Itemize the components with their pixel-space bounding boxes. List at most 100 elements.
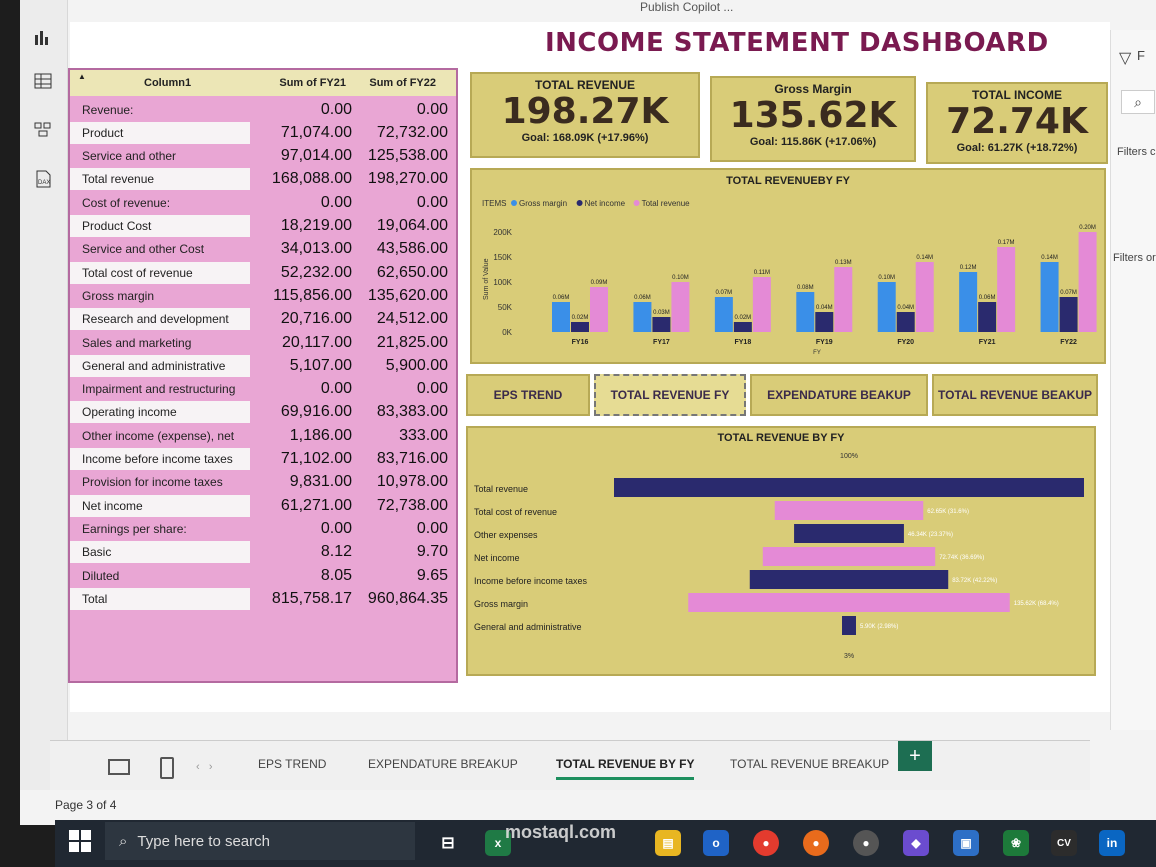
table-row[interactable]: Total 815,758.17 960,864.35 <box>70 587 456 610</box>
fy22-value: 83,383.00 <box>376 403 448 421</box>
table-row[interactable]: General and administrative 5,107.00 5,900.… <box>70 354 456 377</box>
filter-icon[interactable]: ▽ <box>1119 50 1132 67</box>
table-row[interactable]: Operating income 69,916.00 83,383.00 <box>70 401 456 424</box>
taskbar-search-box[interactable]: ⌕ Type here to search <box>105 822 415 860</box>
tab-total-revenue-by-fy[interactable]: TOTAL REVENUE BY FY <box>556 757 695 780</box>
table-row[interactable]: Provision for income taxes 9,831.00 10,978… <box>70 471 456 494</box>
search-icon[interactable]: ⌕ <box>1121 90 1155 114</box>
bar-total-revenue <box>834 267 853 332</box>
table-row[interactable]: Cost of revenue: 0.00 0.00 <box>70 191 456 214</box>
tab-eps-trend[interactable]: EPS TREND <box>258 757 327 771</box>
table-row[interactable]: Total cost of revenue 52,232.00 62,650.00 <box>70 261 456 284</box>
data-label: 0.02M <box>572 315 589 321</box>
data-label: 0.04M <box>816 305 833 311</box>
column1-header[interactable]: ▲ Column1 <box>70 70 250 96</box>
data-label: 0.14M <box>916 255 933 261</box>
dax-query-icon[interactable]: DAX <box>30 166 56 192</box>
copilot-icon[interactable]: ◆ <box>903 830 929 856</box>
row-label: Service and other <box>70 145 250 168</box>
kpi-gross-margin[interactable]: Gross Margin 135.62K Goal: 115.86K (+17.… <box>710 76 916 162</box>
funnel-value-label: 83.72K (42.22%) <box>952 578 997 584</box>
table-row[interactable]: Service and other Cost 34,013.00 43,586.00 <box>70 238 456 261</box>
total-revenue-breakup-button[interactable]: TOTAL REVENUE BEAKUP <box>932 374 1098 416</box>
outlook-icon[interactable]: o <box>703 830 729 856</box>
income-table[interactable]: ▲ Column1 Sum of FY21 Sum of FY22 Revenue… <box>68 68 458 683</box>
fy21-value: 168,088.00 <box>271 170 352 188</box>
funnel-bar <box>749 570 949 589</box>
excel-icon[interactable]: x <box>485 830 511 856</box>
add-page-button[interactable]: + <box>898 741 932 771</box>
total-revenue-fy-button[interactable]: TOTAL REVENUE FY <box>594 374 746 416</box>
fy22-header[interactable]: Sum of FY22 <box>369 77 436 89</box>
bar-total-revenue <box>671 282 690 332</box>
kpi-total-revenue[interactable]: TOTAL REVENUE 198.27K Goal: 168.09K (+17… <box>470 72 700 158</box>
tab-scroll-arrows-icon[interactable]: ‹ › <box>196 761 213 773</box>
funnel-value-label: 72.74K (36.69%) <box>939 555 984 561</box>
funnel-value-label: 46.34K (23.37%) <box>908 532 953 538</box>
table-row[interactable]: Total revenue 168,088.00 198,270.00 <box>70 168 456 191</box>
mobile-layout-icon[interactable] <box>160 757 174 779</box>
table-row[interactable]: Sales and marketing 20,117.00 21,825.00 <box>70 331 456 354</box>
app-icon[interactable]: ❀ <box>1003 830 1029 856</box>
bar-gross-margin <box>552 302 570 332</box>
table-row[interactable]: Service and other 97,014.00 125,538.00 <box>70 145 456 168</box>
chrome-icon[interactable]: ● <box>753 830 779 856</box>
table-row[interactable]: Net income 61,271.00 72,738.00 <box>70 494 456 517</box>
chrome-profile-icon[interactable]: ● <box>853 830 879 856</box>
category-label: Gross margin <box>474 599 528 609</box>
tab-expendature-breakup[interactable]: EXPENDATURE BREAKUP <box>368 757 518 771</box>
table-row[interactable]: Earnings per share: 0.00 0.00 <box>70 517 456 540</box>
table-header: ▲ Column1 Sum of FY21 Sum of FY22 <box>70 70 456 96</box>
teams-icon[interactable]: ▣ <box>953 830 979 856</box>
expendature-breakup-button[interactable]: EXPENDATURE BEAKUP <box>750 374 928 416</box>
table-row[interactable]: Product 71,074.00 72,732.00 <box>70 121 456 144</box>
table-row[interactable]: Basic 8.12 9.70 <box>70 541 456 564</box>
model-view-icon[interactable] <box>30 116 56 142</box>
kpi-total-income[interactable]: TOTAL INCOME 72.74K Goal: 61.27K (+18.72… <box>926 82 1108 164</box>
windows-start-icon[interactable] <box>69 830 91 852</box>
x-tick-label: FY16 <box>572 339 589 346</box>
report-view-icon[interactable] <box>30 24 56 50</box>
category-label: Other expenses <box>474 530 538 540</box>
kpi-value: 198.27K <box>501 91 669 132</box>
column-chart: ITEMS Gross margin Net income Total revenue… <box>482 199 1097 356</box>
table-view-icon[interactable] <box>30 68 56 94</box>
row-label: Diluted <box>70 564 250 587</box>
fy21-header[interactable]: Sum of FY21 <box>279 77 346 89</box>
file-explorer-icon[interactable]: ▤ <box>655 830 681 856</box>
row-label: Total cost of revenue <box>70 261 250 284</box>
firefox-icon[interactable]: ● <box>803 830 829 856</box>
page-tabs-bar: ‹ › EPS TREND EXPENDATURE BREAKUP TOTAL … <box>50 740 1090 790</box>
funnel-value-label: 62.65K (31.6%) <box>927 509 969 515</box>
tab-total-revenue-breakup[interactable]: TOTAL REVENUE BREAKUP <box>730 757 890 771</box>
table-row[interactable]: Income before income taxes 71,102.00 83,71… <box>70 448 456 471</box>
table-row[interactable]: Revenue: 0.00 0.00 <box>70 98 456 121</box>
fy22-value: 24,512.00 <box>376 310 448 328</box>
table-row[interactable]: Product Cost 18,219.00 19,064.00 <box>70 215 456 238</box>
linkedin-icon[interactable]: in <box>1099 830 1125 856</box>
table-row[interactable]: Gross margin 115,856.00 135,620.00 <box>70 284 456 307</box>
filters-pane[interactable]: ▽ F ⌕ Filters c Filters or <box>1110 30 1156 730</box>
table-row[interactable]: Impairment and restructuring 0.00 0.00 <box>70 378 456 401</box>
total-revenue-funnel-panel[interactable]: TOTAL REVENUE BY FY 100% 3% Total revenue T… <box>466 426 1096 676</box>
fy22-value: 198,270.00 <box>367 170 448 188</box>
revenue-by-fy-chart-panel[interactable]: TOTAL REVENUEBY FY ITEMS Gross margin Net … <box>470 168 1106 364</box>
kpi-title: Gross Margin <box>774 82 852 96</box>
row-label: Research and development <box>70 308 250 331</box>
x-tick-label: FY21 <box>979 339 996 346</box>
table-row[interactable]: Diluted 8.05 9.65 <box>70 564 456 587</box>
task-view-icon[interactable]: ⊟ <box>441 835 455 852</box>
y-tick-label: 150K <box>493 253 512 262</box>
data-label: 0.06M <box>553 295 570 301</box>
fy22-value: 43,586.00 <box>376 240 448 258</box>
top-ribbon-strip[interactable]: Publish Copilot ... <box>640 0 734 14</box>
table-row[interactable]: Other income (expense), net 1,186.00 333.0… <box>70 424 456 447</box>
desktop-layout-icon[interactable] <box>108 759 130 775</box>
row-label: Total revenue <box>70 168 250 191</box>
top-percent-label: 100% <box>840 453 858 460</box>
eps-trend-button[interactable]: EPS TREND <box>466 374 590 416</box>
cv-app-icon[interactable]: CV <box>1051 830 1077 856</box>
row-label: Earnings per share: <box>70 517 250 540</box>
table-row[interactable]: Research and development 20,716.00 24,512.… <box>70 308 456 331</box>
data-label: 0.07M <box>716 290 733 296</box>
